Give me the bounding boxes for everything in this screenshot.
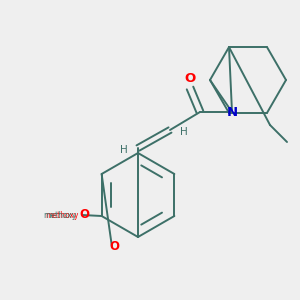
Text: N: N (226, 106, 238, 118)
Text: methoxy: methoxy (45, 211, 79, 220)
Text: O: O (184, 71, 196, 85)
Text: O: O (79, 208, 89, 221)
Text: H: H (180, 127, 188, 137)
Text: O: O (109, 241, 119, 254)
Text: methoxy: methoxy (43, 211, 77, 220)
Text: H: H (120, 145, 128, 155)
